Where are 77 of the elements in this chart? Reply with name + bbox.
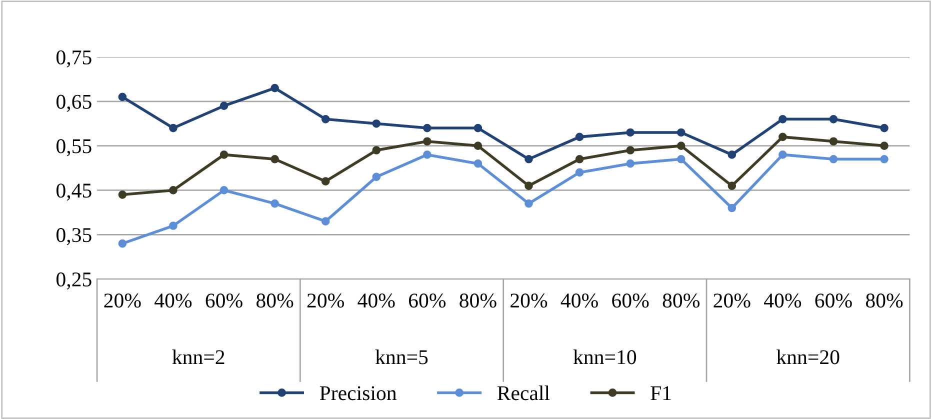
point bbox=[372, 172, 381, 182]
legend-label: Precision bbox=[320, 386, 397, 400]
point bbox=[524, 182, 533, 190]
point bbox=[880, 154, 888, 164]
point bbox=[474, 159, 482, 168]
point bbox=[118, 190, 127, 199]
point bbox=[778, 132, 787, 142]
point bbox=[474, 124, 482, 132]
point bbox=[880, 124, 888, 132]
point bbox=[321, 217, 330, 226]
point bbox=[829, 154, 838, 164]
point bbox=[118, 239, 127, 248]
x-tick-label: 80% bbox=[256, 294, 294, 308]
x-tick-label: 80% bbox=[866, 294, 903, 308]
point bbox=[270, 84, 279, 92]
x-tick-label: 20% bbox=[510, 294, 548, 308]
point bbox=[423, 124, 432, 132]
point bbox=[372, 146, 381, 154]
text: knn=20 bbox=[776, 350, 840, 364]
point bbox=[118, 92, 127, 102]
x-tick-label: 20% bbox=[307, 294, 344, 308]
text: knn=5 bbox=[375, 350, 428, 364]
x-tick-label: 40% bbox=[358, 294, 395, 308]
x-tick-label: 60% bbox=[206, 294, 242, 308]
point bbox=[169, 222, 178, 230]
y-tick-label: 0,25 bbox=[56, 272, 92, 290]
point bbox=[626, 128, 634, 137]
point bbox=[728, 204, 736, 212]
point bbox=[270, 199, 279, 208]
point bbox=[575, 168, 584, 177]
legend-label: F1 bbox=[650, 386, 671, 400]
x-tick-label: 60% bbox=[408, 294, 446, 308]
point bbox=[829, 137, 838, 146]
y-tick-label: 0,65 bbox=[56, 94, 92, 112]
point bbox=[575, 154, 584, 164]
point bbox=[220, 150, 228, 159]
y-tick-label: 0,35 bbox=[56, 228, 92, 246]
point bbox=[728, 182, 736, 190]
x-tick-label: 20% bbox=[714, 294, 750, 308]
point bbox=[524, 199, 533, 208]
x-tick-label: 40% bbox=[154, 294, 192, 308]
y-tick-label: 0,45 bbox=[56, 184, 92, 201]
y-tick-label: 0,55 bbox=[56, 139, 92, 156]
point bbox=[778, 150, 787, 159]
point bbox=[880, 142, 888, 150]
point bbox=[829, 114, 838, 124]
x-tick-label: 60% bbox=[815, 294, 852, 308]
point bbox=[626, 146, 634, 154]
point bbox=[728, 150, 736, 159]
x-tick-label: 80% bbox=[460, 294, 496, 308]
point bbox=[169, 186, 178, 194]
point bbox=[474, 142, 482, 150]
point bbox=[321, 177, 330, 186]
legend-label: Recall bbox=[497, 386, 550, 400]
x-tick-label: 60% bbox=[612, 294, 649, 308]
x-tick-label: 40% bbox=[764, 294, 802, 308]
point bbox=[423, 150, 432, 159]
point bbox=[575, 132, 584, 142]
x-tick-label: 40% bbox=[560, 294, 598, 308]
point bbox=[423, 137, 432, 146]
point bbox=[626, 159, 634, 168]
text: knn=2 bbox=[172, 350, 224, 364]
point bbox=[778, 114, 787, 124]
point bbox=[220, 186, 228, 194]
text: knn=10 bbox=[573, 350, 636, 364]
point bbox=[270, 154, 279, 164]
point bbox=[220, 102, 228, 110]
point bbox=[321, 114, 330, 124]
point bbox=[169, 124, 178, 132]
x-tick-label: 80% bbox=[662, 294, 700, 308]
point bbox=[372, 119, 381, 128]
point bbox=[524, 154, 533, 164]
x-tick-label: 20% bbox=[104, 294, 141, 308]
point bbox=[676, 128, 686, 137]
point bbox=[676, 154, 686, 164]
point bbox=[676, 142, 686, 150]
y-tick-label: 0,75 bbox=[56, 50, 92, 68]
